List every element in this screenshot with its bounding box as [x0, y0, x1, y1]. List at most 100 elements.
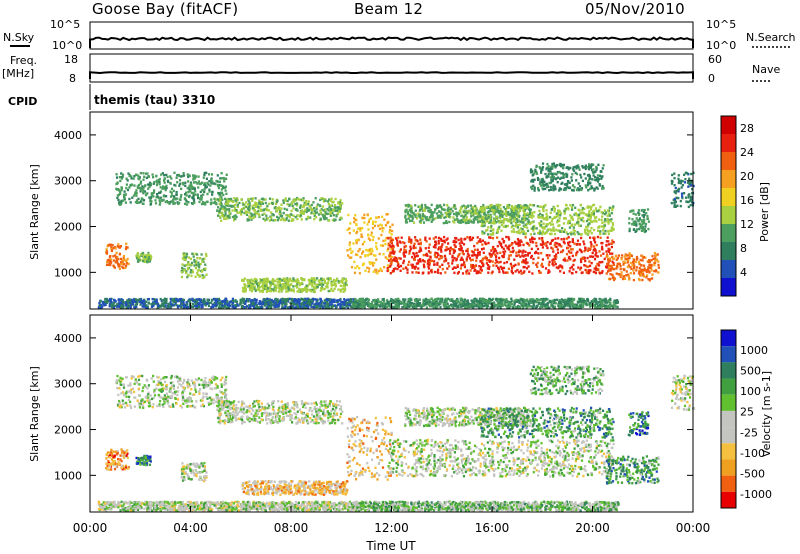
scatter-cell-10 — [523, 218, 526, 222]
scatter-cell-5 — [329, 199, 332, 203]
scatter-cell-4 — [194, 252, 197, 256]
scatter-cell-3 — [187, 180, 190, 183]
scatter-cell-10 — [499, 216, 502, 220]
scatter-cell-2 — [145, 256, 148, 259]
scatter-cell-11 — [552, 186, 555, 189]
scatter-cell-12 — [650, 259, 653, 262]
scatter-cell-0 — [199, 301, 202, 304]
scatter-cell-7 — [371, 250, 374, 253]
scatter-cell-0 — [343, 303, 346, 307]
scatter-cell-3 — [205, 171, 208, 175]
scatter-cell-6 — [341, 287, 344, 291]
scatter-cell-7 — [369, 238, 372, 242]
scatter-cell-0 — [284, 301, 287, 304]
scatter-cell-10 — [568, 221, 571, 225]
scatter-cell-0 — [133, 305, 136, 309]
nave-label: Nave — [752, 63, 780, 76]
scatter-cell-7 — [375, 247, 379, 251]
scatter-cell-6 — [275, 286, 278, 290]
scatter-cell-8 — [428, 261, 431, 265]
scatter-cell-9 — [411, 216, 414, 219]
scatter-cell-3 — [208, 180, 211, 183]
scatter-cell-11 — [537, 186, 540, 190]
scatter-cell-10 — [611, 223, 615, 227]
scatter-cell-12 — [622, 263, 625, 266]
scatter-cell-10 — [487, 215, 490, 219]
scatter-cell-5 — [329, 212, 332, 216]
scatter-cell-3 — [168, 202, 171, 205]
scatter-cell-8 — [593, 238, 596, 241]
scatter-cell-8 — [399, 257, 402, 260]
scatter-cell-8 — [463, 263, 466, 267]
scatter-cell-11 — [541, 167, 544, 170]
scatter-cell-5 — [241, 207, 244, 211]
scatter-cell-12 — [605, 272, 608, 275]
scatter-cell-8 — [491, 260, 494, 263]
scatter-cell-4 — [191, 252, 194, 255]
scatter-cell-9 — [414, 204, 417, 207]
scatter-cell-8 — [483, 241, 487, 244]
scatter-cell-10 — [602, 229, 605, 232]
scatter-cell-7 — [390, 233, 393, 236]
scatter-cell-7 — [375, 258, 378, 261]
scatter-cell-8 — [458, 252, 461, 256]
scatter-cell-5 — [245, 213, 249, 216]
scatter-cell-11 — [568, 186, 571, 190]
scatter-cell-6 — [247, 284, 251, 288]
scatter-cell-3 — [176, 197, 179, 200]
scatter-cell-8 — [496, 245, 499, 248]
scatter-cell-6 — [282, 277, 285, 280]
scatter-cell-1 — [108, 261, 111, 264]
scatter-cell-3 — [140, 197, 143, 200]
scatter-cell-3 — [188, 188, 191, 191]
scatter-cell-8 — [460, 237, 463, 240]
scatter-cell-6 — [313, 285, 316, 289]
scatter-cell-10 — [608, 214, 611, 217]
scatter-cell-6 — [321, 279, 324, 282]
scatter-cell-9 — [464, 214, 467, 217]
scatter-cell-8 — [487, 241, 490, 245]
scatter-cell-0 — [223, 299, 226, 302]
scatter-cell-4 — [199, 262, 202, 266]
scatter-cell-11 — [587, 180, 590, 183]
scatter-cell-5 — [282, 201, 285, 205]
scatter-cell-8 — [412, 244, 415, 248]
scatter-cell-5 — [256, 203, 259, 206]
scatter-cell-3 — [119, 179, 122, 183]
scatter-cell-8 — [476, 254, 479, 257]
scatter-cell-5 — [244, 210, 247, 213]
scatter-cell-5 — [219, 215, 222, 218]
scatter-cell-6 — [273, 283, 276, 286]
scatter-cell-7 — [355, 223, 358, 226]
scatter-cell-9 — [439, 214, 442, 217]
scatter-cell-3 — [216, 180, 219, 183]
scatter-cell-3 — [120, 187, 123, 190]
scatter-cell-3 — [152, 176, 155, 179]
scatter-cell-11 — [570, 179, 573, 182]
scatter-cell-8 — [594, 241, 597, 244]
scatter-cell-12 — [639, 258, 642, 262]
scatter-cell-6 — [246, 278, 249, 282]
scatter-cell-3 — [180, 187, 183, 190]
scatter-cell-10 — [516, 231, 519, 234]
scatter-cell-10 — [608, 212, 611, 216]
scatter-cell-7 — [363, 221, 366, 224]
scatter-cell-8 — [519, 255, 522, 258]
scatter-cell-8 — [522, 243, 525, 247]
scatter-cell-8 — [527, 252, 530, 255]
scatter-cell-5 — [266, 204, 269, 208]
scatter-cell-5 — [319, 198, 322, 202]
scatter-cell-9 — [472, 210, 475, 213]
scatter-cell-10 — [539, 231, 542, 234]
scatter-cell-9 — [470, 220, 473, 224]
scatter-cell-7 — [378, 227, 382, 230]
scatter-cell-5 — [279, 213, 282, 216]
scatter-cell-10 — [536, 205, 539, 208]
scatter-cell-8 — [598, 250, 601, 253]
scatter-cell-9 — [469, 212, 472, 215]
scatter-cell-5 — [247, 218, 250, 222]
scatter-cell-0 — [234, 300, 237, 303]
scatter-cell-11 — [584, 184, 587, 187]
scatter-cell-5 — [239, 209, 242, 212]
scatter-cell-10 — [501, 210, 504, 214]
